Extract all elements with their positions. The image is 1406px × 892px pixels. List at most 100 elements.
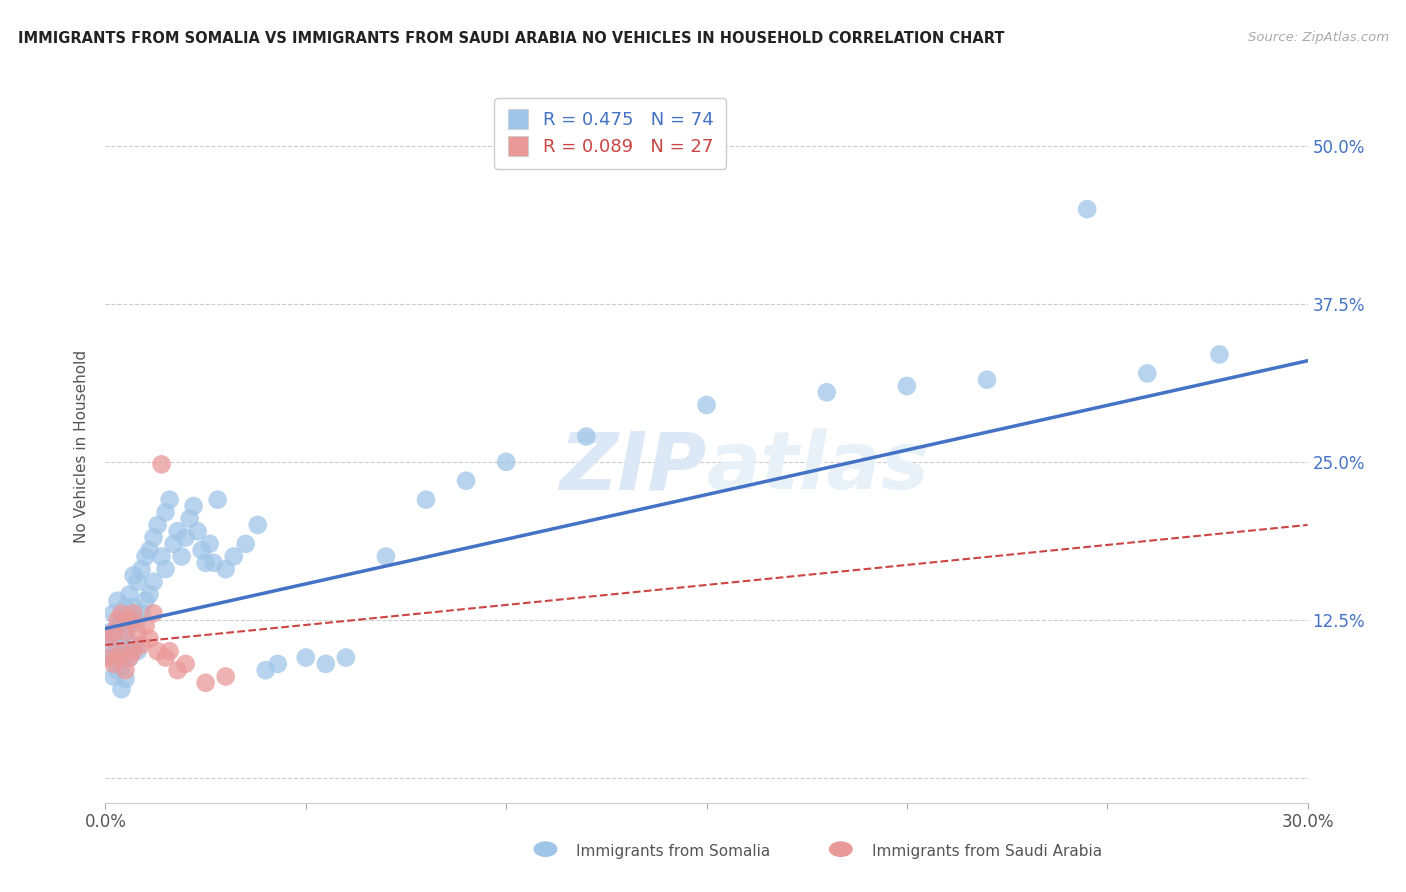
Point bbox=[127, 644, 149, 658]
Text: Immigrants from Saudi Arabia: Immigrants from Saudi Arabia bbox=[872, 845, 1102, 859]
Point bbox=[495, 455, 517, 469]
Point bbox=[107, 613, 129, 627]
Point bbox=[110, 682, 132, 697]
Point bbox=[110, 659, 132, 673]
Point bbox=[127, 613, 149, 627]
Point bbox=[114, 647, 136, 661]
Point bbox=[127, 625, 149, 640]
Point bbox=[107, 644, 129, 658]
Point bbox=[142, 531, 165, 545]
Point bbox=[187, 524, 209, 539]
Point bbox=[166, 663, 188, 677]
Point bbox=[174, 657, 197, 671]
Point bbox=[183, 499, 205, 513]
Point bbox=[122, 644, 145, 658]
Point bbox=[103, 607, 125, 621]
Point bbox=[118, 650, 141, 665]
Point bbox=[114, 600, 136, 615]
Point bbox=[150, 458, 173, 472]
Point bbox=[190, 543, 212, 558]
Point bbox=[207, 492, 229, 507]
Point bbox=[110, 644, 132, 658]
Point bbox=[155, 650, 177, 665]
Point bbox=[235, 537, 257, 551]
Point bbox=[135, 593, 157, 607]
Point bbox=[98, 650, 121, 665]
Point bbox=[254, 663, 277, 677]
Point bbox=[131, 638, 153, 652]
Point bbox=[214, 669, 236, 683]
Point bbox=[1136, 367, 1159, 381]
Point bbox=[110, 638, 132, 652]
Point bbox=[696, 398, 718, 412]
Point bbox=[202, 556, 225, 570]
Point bbox=[174, 531, 197, 545]
Point bbox=[246, 517, 269, 532]
Text: IMMIGRANTS FROM SOMALIA VS IMMIGRANTS FROM SAUDI ARABIA NO VEHICLES IN HOUSEHOLD: IMMIGRANTS FROM SOMALIA VS IMMIGRANTS FR… bbox=[18, 31, 1005, 46]
Point bbox=[415, 492, 437, 507]
Point bbox=[198, 537, 221, 551]
Point bbox=[131, 607, 153, 621]
Point bbox=[179, 511, 201, 525]
Point bbox=[194, 556, 217, 570]
Point bbox=[1208, 347, 1230, 361]
Point bbox=[155, 505, 177, 519]
Point bbox=[122, 638, 145, 652]
Point bbox=[142, 574, 165, 589]
Text: atlas: atlas bbox=[707, 428, 929, 507]
Text: Source: ZipAtlas.com: Source: ZipAtlas.com bbox=[1249, 31, 1389, 45]
Text: ZIP: ZIP bbox=[560, 428, 707, 507]
Point bbox=[98, 638, 121, 652]
Point bbox=[162, 537, 184, 551]
Point bbox=[103, 657, 125, 671]
Point bbox=[107, 650, 129, 665]
Point bbox=[107, 593, 129, 607]
Point bbox=[138, 543, 160, 558]
Point bbox=[131, 562, 153, 576]
Point bbox=[335, 650, 357, 665]
Point bbox=[815, 385, 838, 400]
Point bbox=[267, 657, 290, 671]
Point bbox=[110, 607, 132, 621]
Point bbox=[110, 613, 132, 627]
Point bbox=[107, 663, 129, 677]
Point bbox=[150, 549, 173, 564]
Point bbox=[575, 429, 598, 443]
Point bbox=[295, 650, 318, 665]
Point bbox=[114, 625, 136, 640]
Point bbox=[107, 619, 129, 633]
Point bbox=[315, 657, 337, 671]
Point bbox=[98, 632, 121, 646]
Y-axis label: No Vehicles in Household: No Vehicles in Household bbox=[75, 350, 90, 542]
Point bbox=[122, 600, 145, 615]
Point bbox=[138, 587, 160, 601]
Point bbox=[896, 379, 918, 393]
Point bbox=[222, 549, 245, 564]
Point bbox=[98, 625, 121, 640]
Point bbox=[214, 562, 236, 576]
Point bbox=[118, 650, 141, 665]
Legend: R = 0.475   N = 74, R = 0.089   N = 27: R = 0.475 N = 74, R = 0.089 N = 27 bbox=[495, 98, 727, 169]
Point bbox=[454, 474, 477, 488]
Point bbox=[135, 549, 157, 564]
Point bbox=[103, 669, 125, 683]
Point bbox=[159, 644, 181, 658]
Point bbox=[166, 524, 188, 539]
Point bbox=[155, 562, 177, 576]
Point bbox=[114, 672, 136, 686]
Text: Immigrants from Somalia: Immigrants from Somalia bbox=[576, 845, 770, 859]
Point bbox=[118, 587, 141, 601]
Point bbox=[98, 650, 121, 665]
Point bbox=[142, 607, 165, 621]
Point bbox=[122, 607, 145, 621]
Point bbox=[146, 644, 169, 658]
Point bbox=[103, 632, 125, 646]
Point bbox=[170, 549, 193, 564]
Point bbox=[1076, 202, 1098, 217]
Point bbox=[114, 625, 136, 640]
Point bbox=[118, 613, 141, 627]
Point bbox=[127, 574, 149, 589]
Point bbox=[138, 632, 160, 646]
Point bbox=[122, 568, 145, 582]
Point bbox=[135, 619, 157, 633]
